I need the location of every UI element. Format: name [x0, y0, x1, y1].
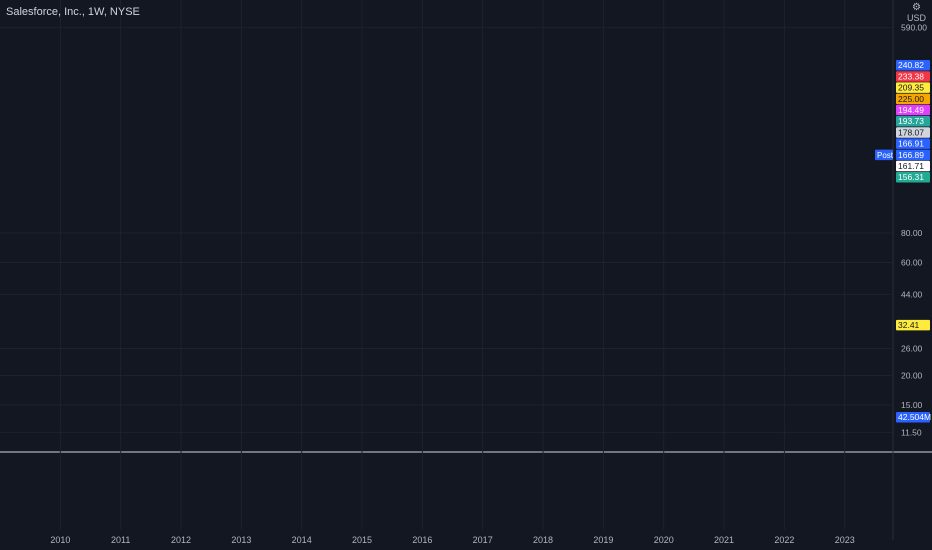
x-tick-label: 2020	[654, 535, 674, 545]
price-label-text: 32.41	[898, 320, 920, 330]
price-label-bg	[896, 160, 930, 172]
price-label-bg	[896, 82, 930, 93]
y-tick-label: 80.00	[901, 228, 923, 238]
price-label-bg	[896, 127, 930, 138]
price-label-bg	[896, 138, 930, 149]
x-tick-label: 2011	[111, 535, 130, 545]
price-label-bg	[896, 71, 930, 82]
x-tick-label: 2018	[533, 535, 553, 545]
price-label-bg	[896, 149, 930, 161]
x-tick-label: 2014	[292, 535, 312, 545]
price-label-text: 233.38	[898, 71, 924, 81]
y-tick-label: 20.00	[901, 370, 923, 380]
price-label-bg	[896, 104, 930, 116]
price-label-bg	[896, 116, 930, 127]
currency-text: USD	[906, 13, 926, 23]
x-tick-label: 2023	[835, 535, 855, 545]
x-tick-label: 2016	[412, 535, 432, 545]
currency-label: ⚙ USD	[906, 2, 926, 24]
y-tick-label: 26.00	[901, 344, 923, 354]
price-label-text: 178.07	[898, 127, 924, 137]
x-tick-label: 2013	[231, 535, 251, 545]
price-label-text: 166.89	[898, 150, 924, 160]
price-label-text: 194.49	[898, 105, 924, 115]
price-label-text: 156.31	[898, 172, 924, 182]
y-tick-label: 44.00	[901, 289, 923, 299]
price-label-bg	[896, 172, 930, 183]
price-label-bg	[896, 93, 930, 105]
x-tick-label: 2010	[50, 535, 70, 545]
price-label-text: 193.73	[898, 116, 924, 126]
x-tick-label: 2012	[171, 535, 191, 545]
price-label-bg	[896, 319, 930, 331]
price-label-text: 161.71	[898, 161, 924, 171]
x-tick-label: 2021	[714, 535, 734, 545]
post-tag-bg	[875, 149, 893, 161]
x-tick-label: 2022	[774, 535, 794, 545]
x-tick-label: 2019	[593, 535, 613, 545]
y-tick-label: 590.00	[901, 23, 927, 33]
y-tick-label: 15.00	[901, 400, 923, 410]
y-tick-label: 11.50	[901, 427, 922, 437]
symbol-title[interactable]: Salesforce, Inc., 1W, NYSE	[6, 6, 140, 18]
price-label-text: 225.00	[898, 94, 924, 104]
post-tag-label: Post	[877, 151, 894, 160]
price-label-text: 42.504M	[898, 412, 931, 422]
x-tick-label: 2015	[352, 535, 372, 545]
price-label-text: 240.82	[898, 60, 924, 70]
x-tick-label: 2017	[473, 535, 493, 545]
price-label-text: 209.35	[898, 83, 924, 93]
gear-icon[interactable]: ⚙	[912, 2, 921, 13]
price-label-text: 166.91	[898, 139, 924, 149]
price-label-bg	[896, 60, 930, 71]
price-label-bg	[896, 412, 930, 423]
y-tick-label: 60.00	[901, 258, 923, 268]
